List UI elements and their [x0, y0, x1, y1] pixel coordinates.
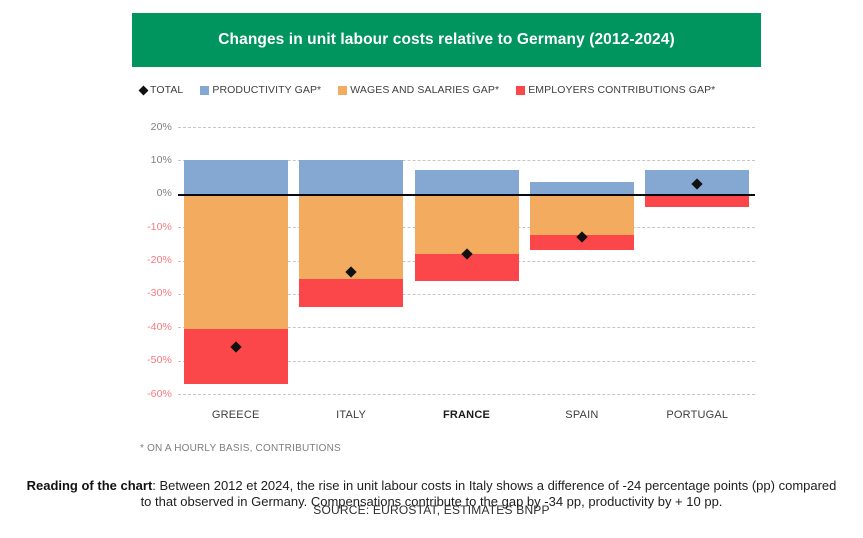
y-axis-tick-label: -30% [147, 287, 172, 300]
legend-item: EMPLOYERS CONTRIBUTIONS GAP* [516, 84, 715, 96]
bar-segment-employers-contributions-gap [183, 328, 288, 384]
grid-line [178, 293, 755, 295]
bar-segment-wages-and-salaries-gap [183, 193, 288, 329]
y-axis-tick-label: 20% [150, 120, 172, 133]
y-axis-tick-label: -50% [147, 354, 172, 367]
y-axis-tick-label: -60% [147, 387, 172, 400]
grid-line [178, 360, 755, 362]
diamond-icon [138, 85, 149, 95]
y-axis-tick-label: 10% [150, 153, 172, 166]
y-axis-tick-label: -10% [147, 220, 172, 233]
square-icon [516, 85, 526, 95]
x-axis-category-label: PORTUGAL [666, 409, 729, 421]
y-axis-tick-label: 0% [156, 187, 172, 200]
chart-plot-area: 20% 10% 0% -10% -20% -30% -40% -50% -60% GREECE IT… [147, 115, 755, 427]
chart-title: Changes in unit labour costs relative to… [218, 31, 675, 48]
bar-segment-wages-and-salaries-gap [414, 193, 519, 254]
source-text: SOURCE: EUROSTAT, ESTIMATES BNPP [313, 503, 550, 517]
x-axis-category-label: SPAIN [565, 409, 599, 421]
legend-item: TOTAL [138, 84, 184, 96]
bar-segment-productivity-gap [529, 182, 634, 194]
bar-segment-productivity-gap [183, 160, 288, 194]
square-icon [200, 85, 210, 95]
legend-item: WAGES AND SALARIES GAP* [338, 84, 499, 96]
x-axis-category-label: ITALY [336, 409, 367, 421]
zero-axis-line [178, 193, 755, 196]
bar-segment-wages-and-salaries-gap [529, 193, 634, 236]
reading-note: Reading of the chart: Between 2012 et 20… [21, 478, 842, 511]
grid-line [178, 160, 755, 162]
chart-footnote: * ON A HOURLY BASIS, CONTRIBUTIONS [140, 443, 341, 454]
bar-segment-productivity-gap [299, 160, 404, 194]
bar-segment-employers-contributions-gap [645, 193, 750, 208]
grid-line [178, 394, 755, 395]
chart-legend: TOTAL PRODUCTIVITY GAP* WAGES AND SALARIES… [138, 81, 715, 99]
legend-item-label: EMPLOYERS CONTRIBUTIONS GAP* [528, 84, 716, 96]
bar-segment-employers-contributions-gap [299, 278, 404, 308]
bar-segment-wages-and-salaries-gap [299, 193, 404, 279]
title-banner: Changes in unit labour costs relative to… [132, 13, 761, 67]
legend-item-label: TOTAL [150, 84, 184, 96]
x-axis-category-label: FRANCE [442, 409, 491, 421]
reading-note-label: Reading of the chart [26, 478, 153, 493]
square-icon [338, 85, 348, 95]
y-axis-tick-label: -20% [147, 254, 172, 266]
grid-line [178, 127, 755, 128]
legend-item-label: WAGES AND SALARIES GAP* [350, 84, 500, 96]
reading-note-text: : Between 2012 et 2024, the rise in unit… [140, 478, 837, 510]
bar-segment-employers-contributions-gap [529, 235, 634, 251]
legend-item: PRODUCTIVITY GAP* [200, 84, 321, 96]
bar-segment-productivity-gap [414, 170, 519, 194]
x-axis-category-label: GREECE [211, 409, 260, 421]
grid-line [178, 327, 755, 329]
legend-item-label: PRODUCTIVITY GAP* [212, 84, 322, 96]
y-axis-tick-label: -40% [147, 320, 172, 333]
